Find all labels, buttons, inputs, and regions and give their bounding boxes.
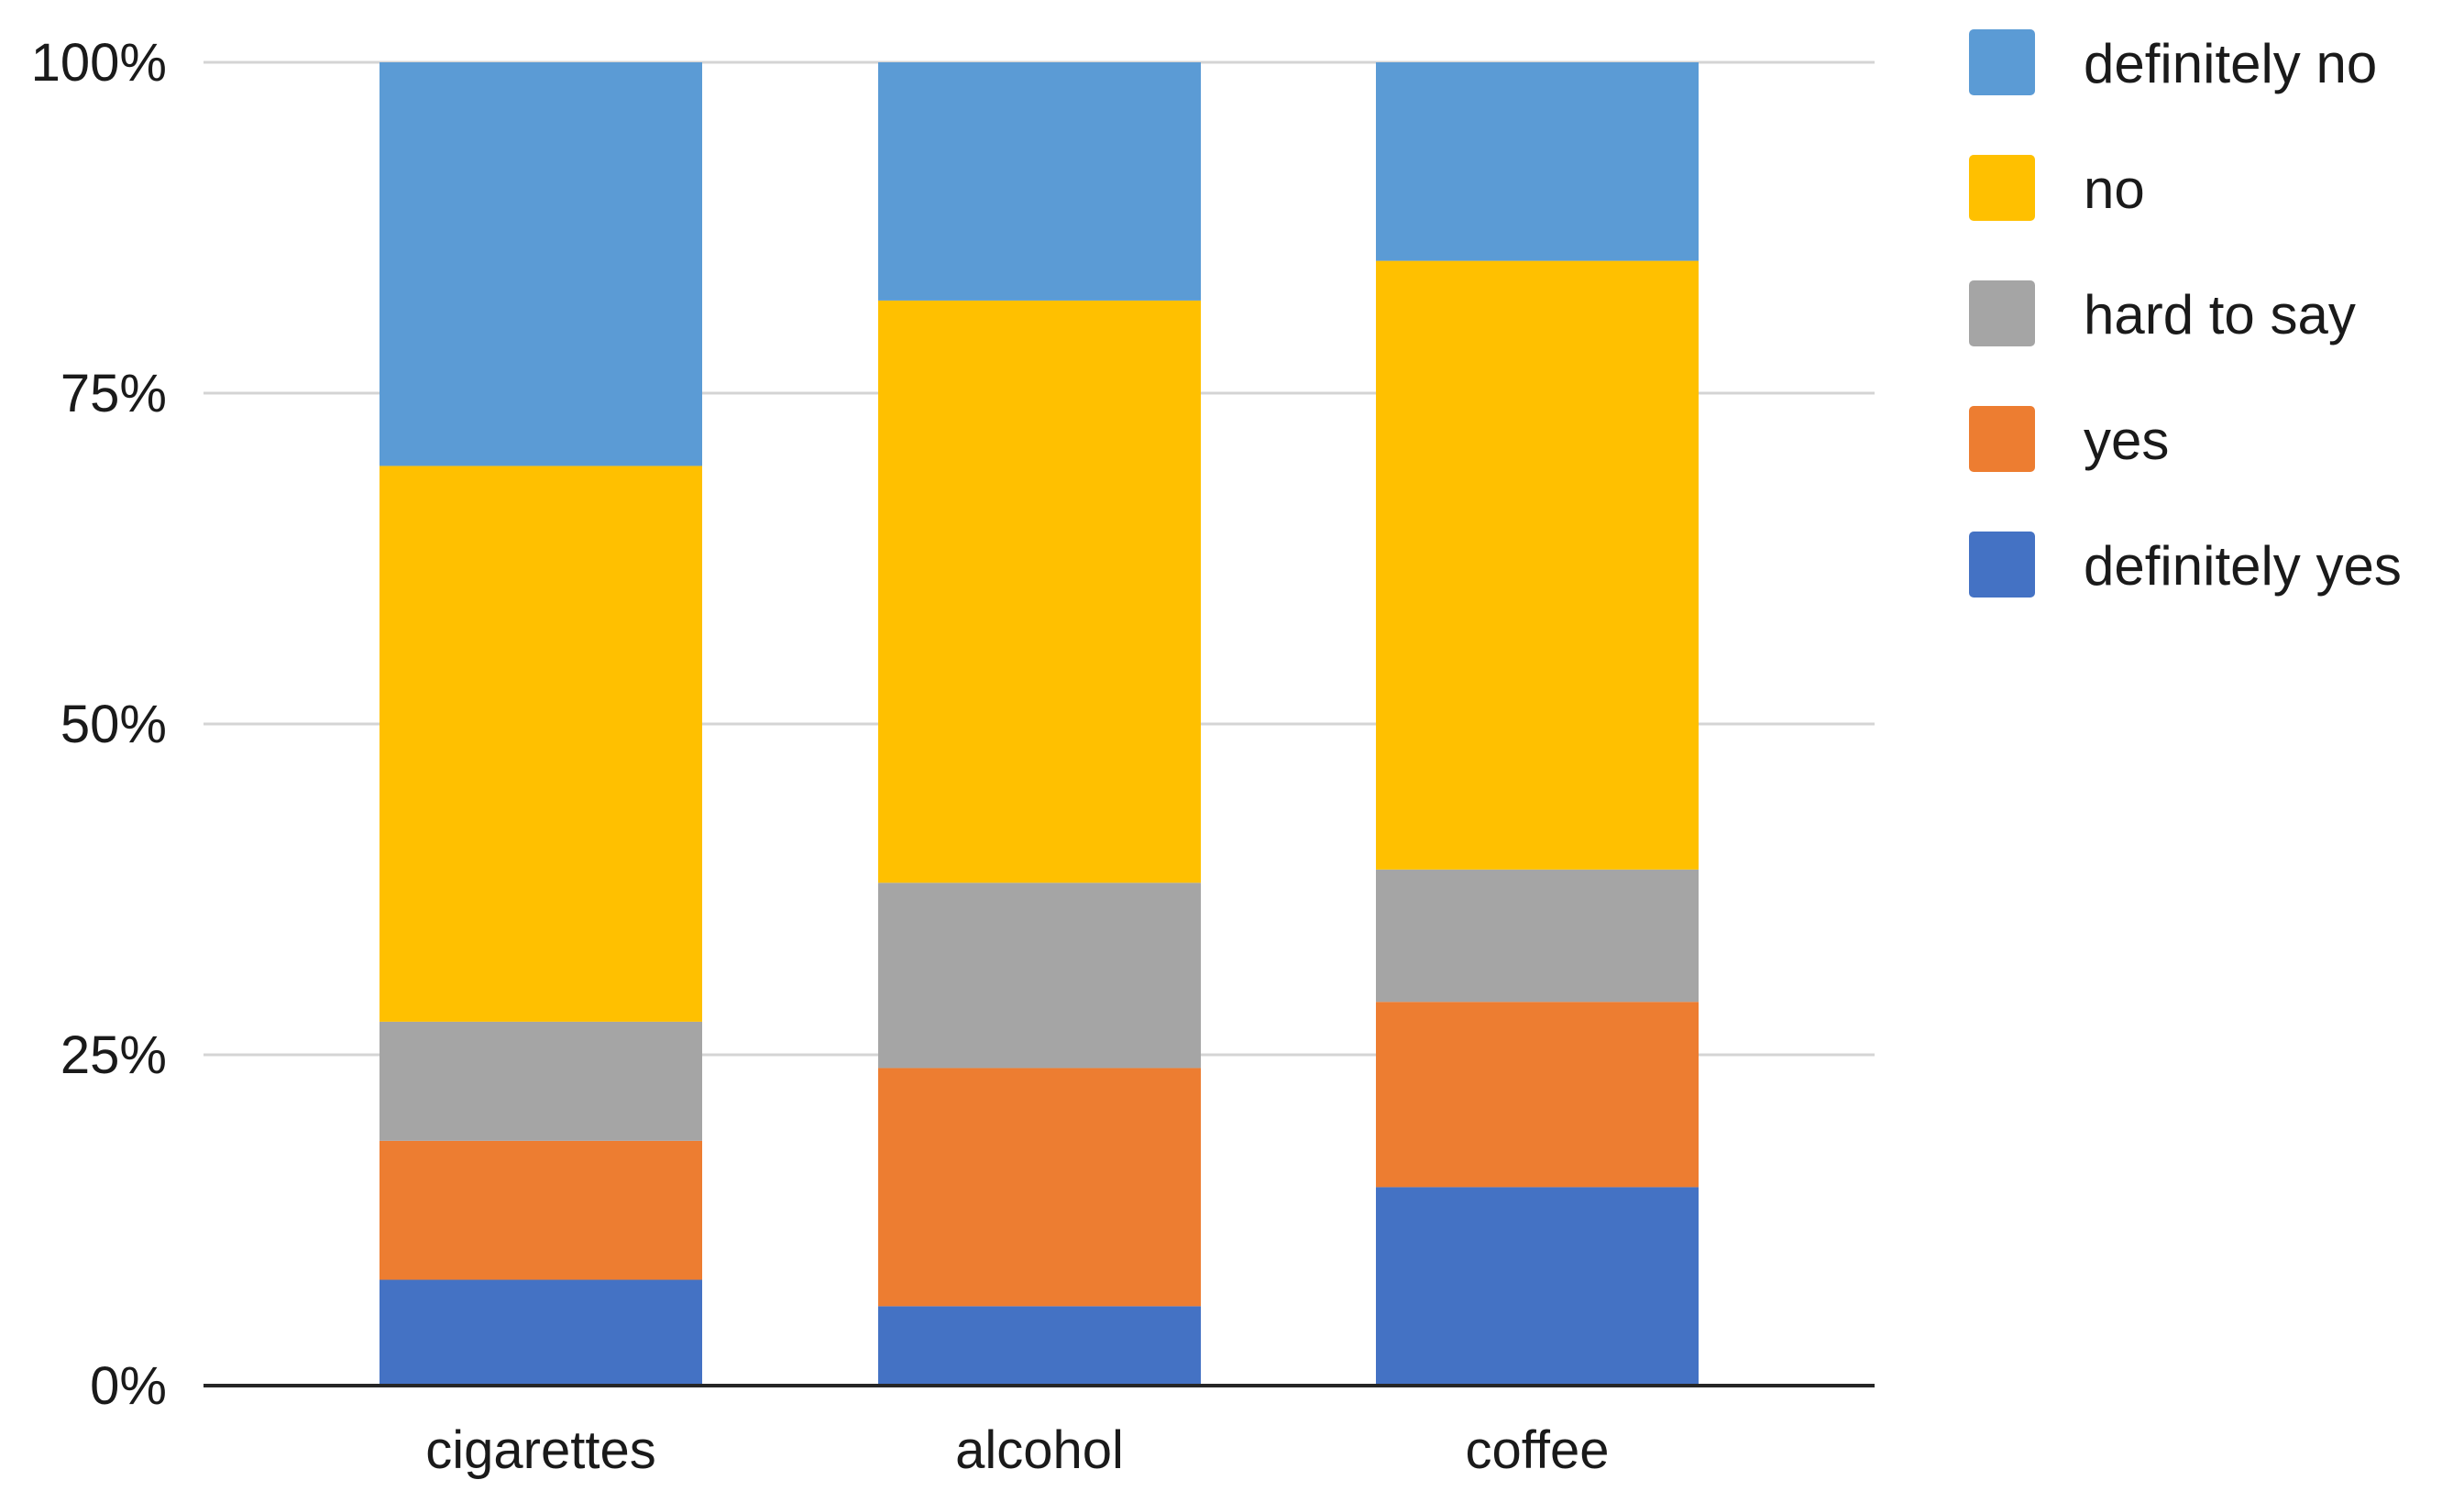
x-tick-label: coffee — [1466, 1420, 1610, 1480]
bar-segment-cigarettes-definitely-no — [380, 62, 702, 466]
bar-segment-alcohol-hard-to-say — [878, 883, 1201, 1069]
bar-segment-coffee-definitely-yes — [1376, 1187, 1699, 1386]
legend-swatch-definitely-yes — [1969, 532, 2035, 598]
legend-label: no — [2084, 159, 2145, 220]
legend: definitely no no hard to say yes definitely … — [1969, 29, 2402, 598]
y-tick-label: 50% — [60, 695, 167, 754]
bar-segment-coffee-hard-to-say — [1376, 869, 1699, 1003]
y-tick-label: 100% — [31, 33, 167, 93]
bar-segment-alcohol-definitely-no — [878, 62, 1201, 301]
bars — [380, 62, 1699, 1386]
legend-label: hard to say — [2084, 284, 2356, 345]
legend-swatch-hard-to-say — [1969, 280, 2035, 346]
axes: 0% 25% 50% 75% 100% cigarettes alcohol coffee — [31, 33, 1875, 1480]
legend-label: yes — [2084, 410, 2169, 471]
legend-swatch-yes — [1969, 406, 2035, 472]
x-tick-label: alcohol — [955, 1420, 1124, 1480]
bar-segment-coffee-definitely-no — [1376, 62, 1699, 261]
legend-swatch-no — [1969, 155, 2035, 221]
y-tick-label: 75% — [60, 364, 167, 423]
bar-segment-alcohol-no — [878, 300, 1201, 883]
bar-segment-cigarettes-no — [380, 466, 702, 1022]
legend-swatch-definitely-no — [1969, 29, 2035, 95]
bar-segment-alcohol-yes — [878, 1068, 1201, 1307]
x-tick-label: cigarettes — [425, 1420, 655, 1480]
bar-segment-coffee-yes — [1376, 1002, 1699, 1188]
y-tick-label: 25% — [60, 1025, 167, 1085]
legend-label: definitely no — [2084, 33, 2377, 94]
bar-segment-cigarettes-yes — [380, 1140, 702, 1280]
y-tick-label: 0% — [90, 1356, 167, 1416]
bar-segment-cigarettes-hard-to-say — [380, 1021, 702, 1141]
legend-label: definitely yes — [2084, 535, 2402, 597]
bar-segment-cigarettes-definitely-yes — [380, 1279, 702, 1386]
bar-segment-alcohol-definitely-yes — [878, 1306, 1201, 1386]
bar-segment-coffee-no — [1376, 260, 1699, 870]
